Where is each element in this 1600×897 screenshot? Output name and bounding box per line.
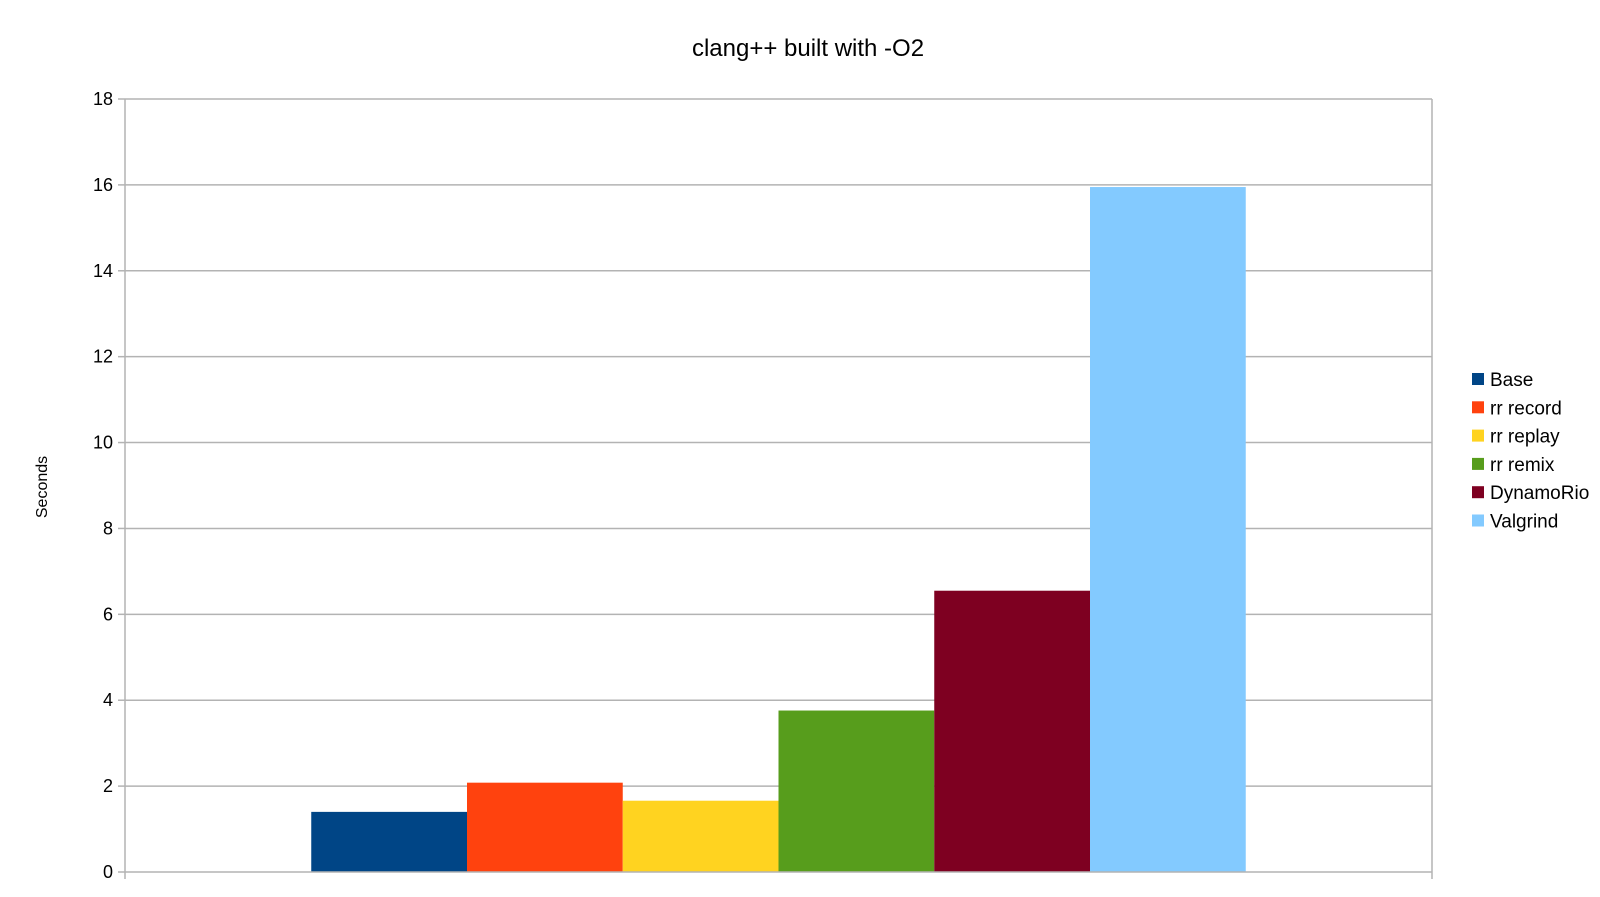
legend-swatch: [1472, 457, 1484, 470]
legend-label: rr remix: [1490, 455, 1555, 476]
y-tick-label: 4: [103, 690, 113, 710]
y-tick-label: 18: [93, 89, 113, 109]
y-tick-label: 16: [93, 175, 113, 195]
legend-swatch: [1472, 401, 1484, 414]
y-tick-label: 0: [103, 862, 113, 882]
y-tick-labels: 0 2 4 6 8 10 12 14 16 18: [93, 89, 113, 882]
legend-swatch: [1472, 373, 1484, 385]
bar-dynamorio: [934, 590, 1091, 872]
bar-rr-record: [466, 782, 623, 872]
y-axis-label: Seconds: [34, 456, 51, 518]
bar-valgrind: [1090, 187, 1246, 872]
y-tick-label: 12: [93, 347, 113, 367]
bar-base: [311, 811, 467, 872]
legend: Base rr record rr replay rr remix DynamoRio V…: [1472, 370, 1589, 533]
y-tick-label: 2: [103, 776, 113, 796]
legend-swatch: [1472, 514, 1484, 527]
y-tick-label: 10: [93, 433, 113, 453]
legend-label: Base: [1490, 370, 1533, 391]
y-tick-label: 14: [93, 261, 113, 281]
bar-rr-remix: [778, 710, 935, 872]
legend-swatch: [1472, 429, 1484, 442]
y-tick-label: 8: [103, 518, 113, 538]
axes: [118, 98, 1433, 879]
legend-label: rr replay: [1490, 427, 1560, 448]
chart-title: clang++ built with -O2: [692, 35, 924, 62]
gridlines: [125, 98, 1432, 787]
legend-swatch: [1472, 486, 1484, 499]
legend-label: Valgrind: [1490, 512, 1558, 533]
y-tick-label: 6: [103, 604, 113, 624]
bar-rr-replay: [622, 800, 779, 872]
bars: [311, 187, 1246, 872]
legend-label: rr record: [1490, 398, 1562, 419]
legend-label: DynamoRio: [1490, 483, 1589, 504]
